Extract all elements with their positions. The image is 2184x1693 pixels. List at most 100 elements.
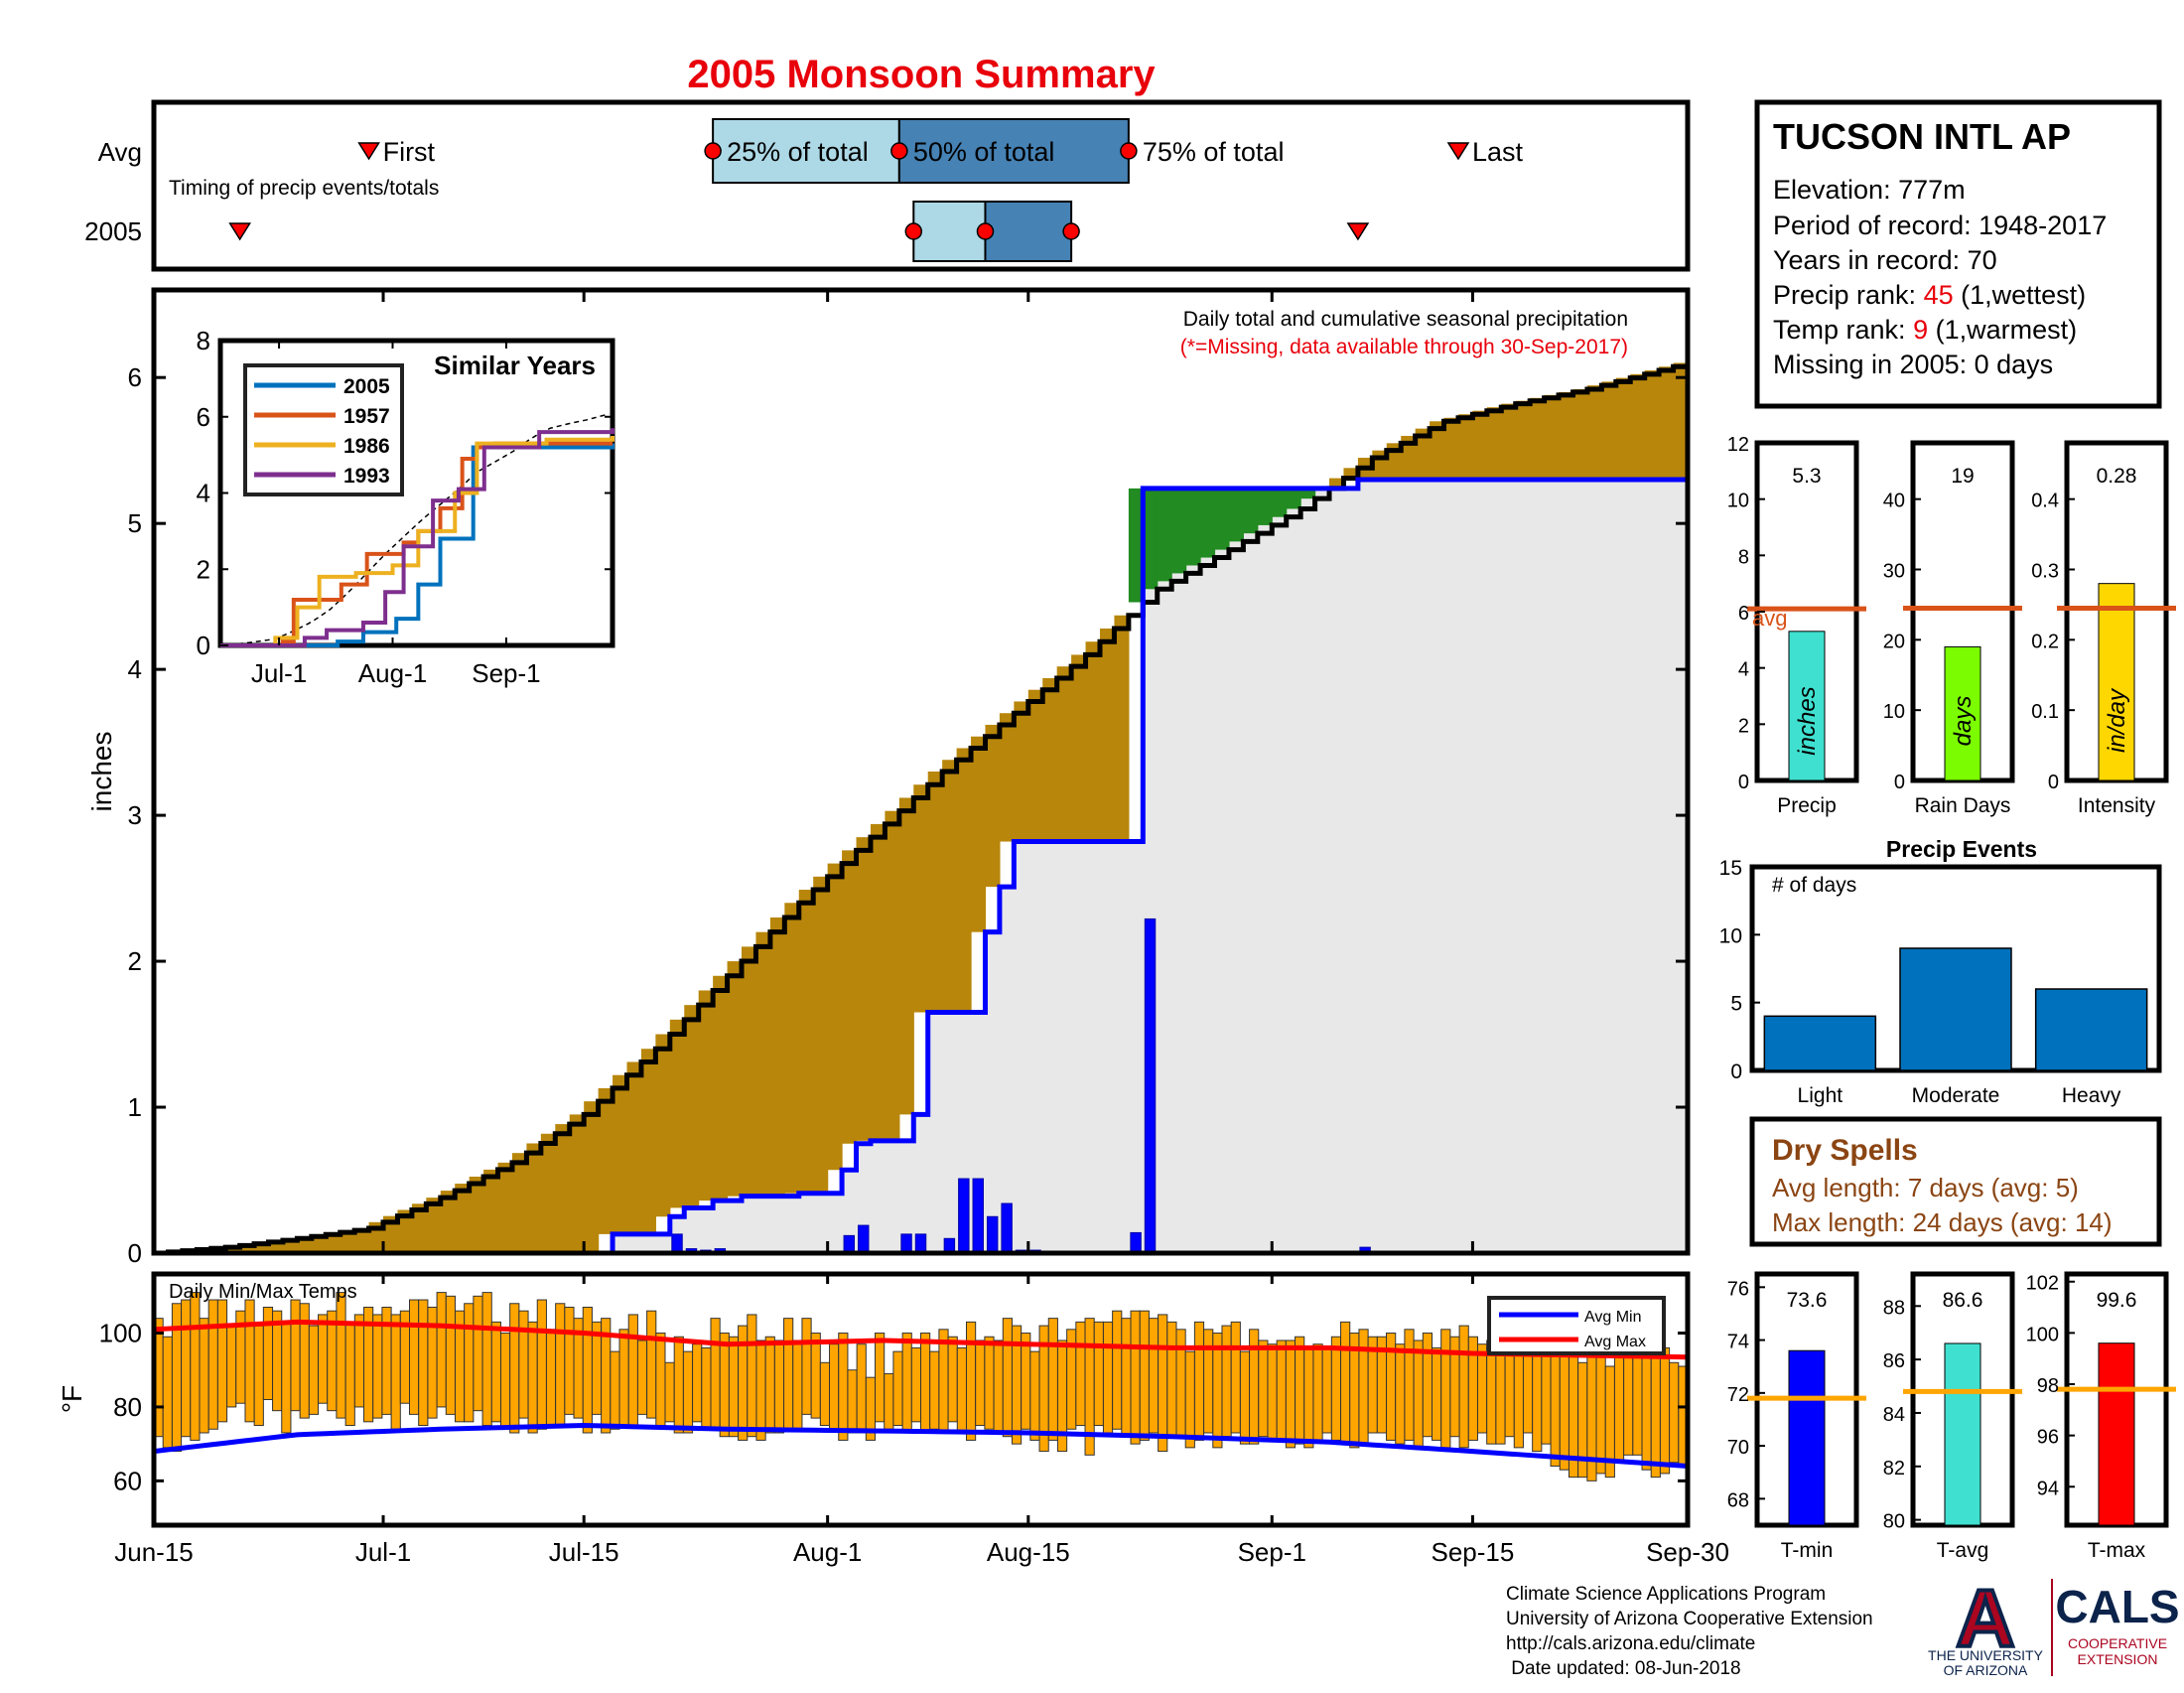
- daily-precip-bar: [1144, 917, 1157, 1254]
- temp-range-bar: [884, 1372, 894, 1430]
- daily-precip-bar: [671, 1233, 683, 1254]
- timing-triangle-y2005-last: [1346, 222, 1370, 241]
- deficit-band: [411, 1203, 427, 1253]
- deficit-band: [827, 863, 843, 1171]
- temp-rank-value: 9: [1913, 315, 1928, 345]
- temp-range-bar: [308, 1325, 320, 1415]
- y-tick-label: 2: [128, 946, 142, 976]
- deficit-band: [1443, 417, 1459, 481]
- timing-box-y2005-p50-p75: [984, 201, 1073, 262]
- deficit-band: [455, 1184, 471, 1253]
- temp-range-bar: [344, 1321, 355, 1427]
- temp-summary-bars: 73.6 T-min 68 70 72 74 76 86.6 T-avg 80 82 84 86 88 99…: [1727, 1271, 2176, 1562]
- timing-dot-y2005-p50: [976, 222, 995, 240]
- timing-dot-avg-p50: [890, 142, 908, 160]
- temp-range-bar: [1632, 1346, 1643, 1456]
- deficit-band: [555, 1124, 571, 1253]
- inset-x-tick-label: Jul-1: [251, 658, 307, 688]
- temp-range-bar: [1075, 1321, 1086, 1427]
- x-tick-label: Sep-30: [1646, 1537, 1729, 1567]
- x-tick-label: Jun-15: [114, 1537, 194, 1567]
- temp-range-bar: [418, 1299, 429, 1427]
- summary-avg-label: avg: [1752, 606, 1787, 631]
- deficit-band: [1659, 366, 1675, 481]
- deficit-band: [311, 1234, 327, 1253]
- summary-unit-raindays: days: [1950, 696, 1977, 747]
- temp-range-bar: [993, 1340, 1004, 1434]
- daily-precip-bar: [843, 1234, 856, 1254]
- temp-range-bar: [445, 1295, 456, 1415]
- timing-dot-y2005-p25: [904, 222, 923, 240]
- temp-bar-tmin: [1788, 1349, 1826, 1526]
- dry-spells-box: Dry Spells Avg length: 7 days (avg: 5) M…: [1749, 1116, 2162, 1247]
- temp-range-bar: [1285, 1340, 1297, 1449]
- avg-min-line: [153, 1423, 1689, 1469]
- temp-range-bar: [1504, 1354, 1515, 1438]
- deficit-band: [870, 823, 887, 1141]
- surplus-band: [1243, 488, 1259, 534]
- temp-range-bar: [207, 1299, 218, 1430]
- deficit-band: [684, 1005, 700, 1208]
- timing-dot-avg-p75: [1120, 142, 1138, 160]
- temp-range-bar: [490, 1321, 501, 1423]
- footer-credits: Climate Science Applications Program Uni…: [1506, 1584, 1873, 1679]
- temp-range-bar: [527, 1321, 538, 1434]
- deficit-band: [440, 1191, 456, 1253]
- temp-range-bar: [810, 1333, 821, 1419]
- deficit-band: [913, 784, 929, 1013]
- ua-name-line-1: THE UNIVERSITY: [1928, 1647, 2044, 1663]
- temp-range-bar: [692, 1343, 703, 1423]
- deficit-band: [1515, 400, 1531, 481]
- x-axis-labels: Jun-15 Jul-1 Jul-15 Aug-1 Aug-15 Sep-1 Sep-15 S…: [114, 1537, 1729, 1567]
- temp-range-bar: [1130, 1310, 1141, 1445]
- daily-precip-bar: [986, 1215, 999, 1254]
- inset-legend: 2005 1957 1986 1993: [243, 363, 404, 496]
- summary-panel-intensity: 0.28 in/day Intensity 0 0.1 0.2 0.3 0.4: [2031, 440, 2176, 817]
- temp-range-bar: [910, 1346, 922, 1423]
- summary-tick-label: 0.3: [2031, 561, 2059, 583]
- temps-y-tick-label: 100: [99, 1319, 142, 1348]
- deficit-band: [798, 890, 814, 1194]
- temp-range-bar: [226, 1325, 237, 1408]
- inset-x-tick-label: Sep-1: [472, 658, 540, 688]
- temp-range-bar: [719, 1333, 730, 1438]
- temp-label-tmax: T-max: [2088, 1539, 2146, 1562]
- temp-range-bar: [829, 1343, 840, 1430]
- events-category-label: Heavy: [2062, 1084, 2121, 1107]
- temp-range-bar: [1476, 1343, 1488, 1434]
- temp-range-bar: [199, 1318, 209, 1434]
- timing-label-first: First: [383, 137, 436, 167]
- figure-title: 2005 Monsoon Summary: [687, 53, 1156, 96]
- timing-dot-y2005-p75: [1062, 222, 1080, 240]
- summary-tick-label: 10: [1727, 491, 1749, 512]
- temp-tick-label: 72: [1727, 1384, 1749, 1406]
- temp-range-bar: [792, 1340, 803, 1430]
- summary-unit-intensity: in/day: [2104, 687, 2130, 753]
- deficit-band: [1430, 421, 1445, 481]
- deficit-band: [1415, 428, 1431, 481]
- station-info-box: TUCSON INTL AP Elevation: 777m Period of…: [1754, 99, 2162, 409]
- temp-range-bar: [1093, 1321, 1104, 1427]
- temp-range-bar: [875, 1333, 886, 1423]
- avg-cumulative-line: [154, 362, 1691, 1256]
- summary-tick-label: 10: [1883, 701, 1905, 723]
- deficit-band: [383, 1215, 399, 1253]
- temp-range-bar: [1139, 1310, 1150, 1441]
- dry-spells-avg-length: Avg length: 7 days (avg: 5): [1772, 1173, 2079, 1202]
- temp-range-bar: [1230, 1321, 1241, 1434]
- deficit-band: [1486, 407, 1502, 481]
- temp-range-bar: [682, 1350, 694, 1434]
- timing-row-label-avg: Avg: [98, 137, 142, 167]
- deficit-band: [755, 931, 771, 1197]
- deficit-band: [1085, 641, 1101, 842]
- deficit-band: [511, 1153, 528, 1253]
- timing-note: Timing of precip events/totals: [169, 177, 439, 200]
- temp-range-bar: [783, 1318, 794, 1430]
- summary-panel-precip: 5.3 inches Precip 0 2 4 6 8 10 12: [1727, 434, 1866, 817]
- temp-range-bar: [1340, 1321, 1351, 1445]
- temp-range-bar: [819, 1361, 831, 1427]
- temp-range-bar: [1422, 1333, 1433, 1438]
- station-name: TUCSON INTL AP: [1773, 116, 2071, 157]
- deficit-band: [1601, 381, 1617, 481]
- summary-bar-intensity: [2098, 583, 2135, 781]
